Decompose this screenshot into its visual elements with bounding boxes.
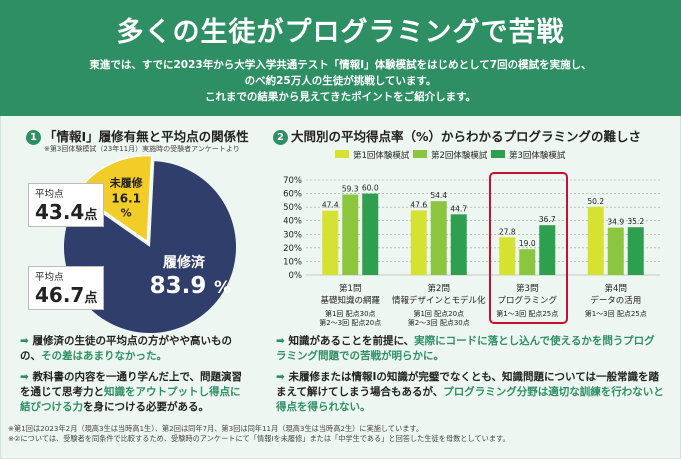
section1-title: 1 「情報Ⅰ」履修有無と平均点の関係性 <box>26 126 249 145</box>
callout-unit: 点 <box>84 208 98 223</box>
arrow-icon: ➡ <box>276 371 285 383</box>
callout-studied-average: 平均点 46.7点 <box>28 266 105 310</box>
section2-title-text: 大問別の平均得点率（%）からわかるプログラミングの難しさ <box>291 129 642 144</box>
callout-label: 平均点 <box>35 272 64 283</box>
footnote-line: ※②については、受験者を同条件で比較するため、受験時のアンケートにて「情報Ⅰを未… <box>8 434 510 443</box>
bullet-item: ➡ 履修済の生徒の平均点の方がやや高いものの、その差はあまりなかった。 <box>20 334 248 364</box>
callout-label: 平均点 <box>35 189 64 200</box>
bullet-text: 未履修または情報Ⅰの知識が完璧でなくとも、知識問題については一般常識を踏まえて解… <box>276 371 660 398</box>
callout-value: 43.4 <box>35 200 85 224</box>
bullet-text: 履修済の生徒の平均点の方がやや高いものの、 <box>20 335 232 362</box>
bullet-emphasis: 知識をアウトプットし得点に結びつける力 <box>20 386 241 413</box>
intro-line: 東進では、すでに2023年から大学入学共通テスト「情報Ⅰ」体験模試をはじめとして… <box>89 59 592 71</box>
section1-number: 1 <box>26 130 41 145</box>
bullet-item: ➡ 未履修または情報Ⅰの知識が完璧でなくとも、知識問題については一般常識を踏まえ… <box>276 370 664 415</box>
bullet-emphasis: その差はあまりなかった。 <box>41 350 167 362</box>
bullet-text: 教科書の内容を一通り学んだ上で、問題演習を通じて思考力と <box>20 371 243 398</box>
bullet-emphasis: 実際にコードに落とし込んで使えるかを問うプログラミング問題での苦戦が明らかに。 <box>276 335 655 362</box>
intro-text: 東進では、すでに2023年から大学入学共通テスト「情報Ⅰ」体験模試をはじめとして… <box>40 57 641 105</box>
page-title: 多くの生徒がプログラミングで苦戦 <box>116 17 565 48</box>
section2-title: 2 大問別の平均得点率（%）からわかるプログラミングの難しさ <box>273 126 641 145</box>
arrow-icon: ➡ <box>276 335 285 347</box>
intro-line: これまでの結果から見えてきたポイントをご紹介します。 <box>204 91 477 103</box>
footnotes: ※第1回は2023年2月（現高3生は当時高1生）、第2回は同年7月、第3回は同年… <box>8 424 510 444</box>
bullet-emphasis: プログラミング分野は適切な訓練を行わないと得点を得られない。 <box>276 386 664 413</box>
header-banner: 多くの生徒がプログラミングで苦戦 東進では、すでに2023年から大学入学共通テス… <box>0 0 681 116</box>
bullet-text: 知識があることを前提に、 <box>288 335 415 347</box>
callout-value: 46.7 <box>35 283 85 307</box>
callout-unit: 点 <box>84 291 98 306</box>
arrow-icon: ➡ <box>20 335 29 347</box>
bullets-right: ➡ 知識があることを前提に、実際にコードに落とし込んで使えるかを問うプログラミン… <box>276 334 664 421</box>
footnote-line: ※第1回は2023年2月（現高3生は当時高1生）、第2回は同年7月、第3回は同年… <box>8 424 424 433</box>
callout-unstudied-average: 平均点 43.4点 <box>28 183 105 227</box>
section1-title-text: 「情報Ⅰ」履修有無と平均点の関係性 <box>44 129 249 144</box>
arrow-icon: ➡ <box>20 371 29 383</box>
highlight-box-programming <box>489 172 568 324</box>
bullet-text: を身につける必要がある。 <box>83 401 209 413</box>
bullet-item: ➡ 知識があることを前提に、実際にコードに落とし込んで使えるかを問うプログラミン… <box>276 334 664 364</box>
bullets-left: ➡ 履修済の生徒の平均点の方がやや高いものの、その差はあまりなかった。 ➡ 教科… <box>20 334 248 421</box>
bullet-item: ➡ 教科書の内容を一通り学んだ上で、問題演習を通じて思考力と知識をアウトプットし… <box>20 370 248 415</box>
intro-line: のべ約25万人の生徒が挑戦しています。 <box>244 75 437 87</box>
section1-note: ※第3回体験模試（23年11月）実施時の受験者アンケートより <box>44 145 240 153</box>
section2-number: 2 <box>273 130 288 145</box>
